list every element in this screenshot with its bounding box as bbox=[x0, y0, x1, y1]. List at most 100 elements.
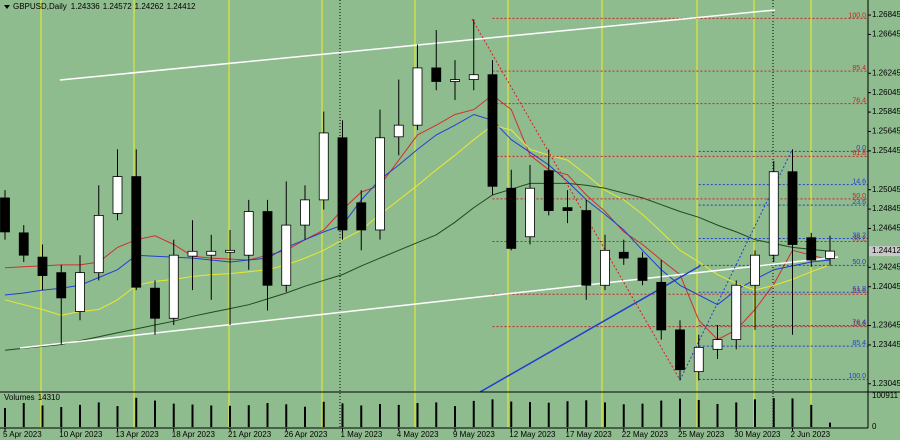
x-tick-label: 5 Apr 2023 bbox=[3, 430, 42, 439]
x-tick-label: 10 Apr 2023 bbox=[59, 430, 103, 439]
x-tick-label: 9 May 2023 bbox=[453, 430, 495, 439]
candle-body bbox=[693, 346, 704, 373]
y-tick-label: 1.23045 bbox=[872, 379, 900, 388]
moving-average bbox=[4, 182, 831, 351]
candle-body bbox=[393, 124, 404, 138]
fib-label: 38.2 bbox=[852, 235, 866, 242]
fib-label: 85.4 bbox=[852, 65, 866, 72]
x-tick-label: 13 Apr 2023 bbox=[116, 430, 160, 439]
candle-body bbox=[712, 339, 723, 350]
y-tick-label: 1.26045 bbox=[872, 88, 900, 97]
candle-body bbox=[131, 176, 142, 288]
fib-label: 50.0 bbox=[852, 259, 866, 266]
fib-label: 61.8 bbox=[852, 286, 866, 293]
fib-anchor bbox=[471, 18, 681, 381]
chart-title: GBPUSD,Daily 1.24336 1.24572 1.24262 1.24412 bbox=[13, 2, 196, 11]
candle-body bbox=[562, 207, 573, 211]
candle-body bbox=[206, 250, 217, 256]
x-tick-label: 26 Apr 2023 bbox=[284, 430, 328, 439]
x-tick-label: 18 Apr 2023 bbox=[172, 430, 216, 439]
candle-body bbox=[262, 211, 273, 286]
y-tick-label: 1.26245 bbox=[872, 68, 900, 77]
close-value: 1.24412 bbox=[167, 2, 196, 11]
candle-body bbox=[450, 79, 460, 82]
x-tick-label: 30 May 2023 bbox=[734, 430, 781, 439]
y-tick-label: 1.24245 bbox=[872, 262, 900, 271]
candle-body bbox=[112, 176, 123, 214]
x-tick-label: 21 Apr 2023 bbox=[228, 430, 272, 439]
candle-body bbox=[168, 254, 179, 319]
candle-body bbox=[300, 199, 310, 226]
current-price: 1.24412 bbox=[872, 246, 900, 255]
candle-body bbox=[56, 272, 67, 299]
candle-body bbox=[806, 237, 817, 261]
x-tick-label: 12 May 2023 bbox=[509, 430, 556, 439]
candle-body bbox=[93, 215, 104, 274]
fib-label: 50.0 bbox=[852, 193, 866, 200]
y-tick-label: 1.26645 bbox=[872, 30, 900, 39]
y-tick-label: 1.23645 bbox=[872, 321, 900, 330]
candle-body bbox=[675, 329, 685, 371]
x-tick-label: 17 May 2023 bbox=[566, 430, 613, 439]
fib-label: 38.2 bbox=[852, 232, 866, 239]
x-tick-label: 2 Jun 2023 bbox=[791, 430, 831, 439]
fib-label: 14.6 bbox=[852, 321, 866, 328]
candle-body bbox=[543, 170, 554, 211]
candle-body bbox=[318, 132, 329, 201]
candle-body bbox=[731, 284, 742, 341]
x-tick-label: 4 May 2023 bbox=[397, 430, 439, 439]
volume-tick-label: 100911 bbox=[872, 391, 899, 400]
candle-body bbox=[337, 137, 348, 231]
candle-body bbox=[431, 67, 442, 82]
candle-body bbox=[187, 250, 198, 257]
candle-body bbox=[825, 250, 835, 259]
candle-body bbox=[0, 197, 10, 233]
moving-average bbox=[4, 94, 831, 341]
y-tick-label: 1.23445 bbox=[872, 340, 900, 349]
fib-label: 23.6 bbox=[852, 199, 866, 206]
frame bbox=[0, 0, 900, 429]
x-tick-label: 22 May 2023 bbox=[622, 430, 669, 439]
candle-body bbox=[506, 187, 517, 249]
candle-body bbox=[618, 251, 629, 259]
candle-body bbox=[750, 254, 760, 286]
candle-body bbox=[787, 171, 798, 245]
candle-body bbox=[225, 249, 235, 253]
fib-label: 100.0 bbox=[848, 373, 866, 380]
trendline bbox=[19, 256, 839, 349]
candle-body bbox=[75, 272, 85, 312]
y-tick-label: 1.25045 bbox=[872, 185, 900, 194]
fib-label: 14.6 bbox=[852, 179, 866, 186]
low-value: 1.24262 bbox=[135, 2, 164, 11]
symbol: GBPUSD,Daily bbox=[13, 2, 67, 11]
candle-body bbox=[18, 232, 29, 256]
candle-body bbox=[600, 249, 610, 286]
fib-label: 0.0 bbox=[856, 145, 866, 152]
price-marker bbox=[869, 246, 900, 257]
x-tick-label: 1 May 2023 bbox=[341, 430, 383, 439]
y-tick-label: 1.25445 bbox=[872, 146, 900, 155]
candle-body bbox=[243, 211, 254, 256]
moving-average bbox=[4, 113, 831, 306]
candle-body bbox=[412, 67, 423, 126]
volume-name: Volumes bbox=[4, 393, 35, 402]
candle-body bbox=[37, 256, 48, 276]
menu-icon[interactable] bbox=[4, 5, 10, 9]
candle-body bbox=[581, 210, 592, 286]
front: 1.26845 1.26645 1.26245 1.26045 1.25845 1.256… bbox=[0, 10, 900, 439]
candle-body bbox=[468, 74, 479, 80]
fib-label: 76.4 bbox=[852, 97, 866, 104]
fib-label: 61.8 bbox=[852, 150, 866, 157]
candle-body bbox=[356, 202, 367, 231]
volume-tick-label: 0 bbox=[872, 422, 877, 431]
y-tick-label: 1.25845 bbox=[872, 107, 900, 116]
fib-label: 23.6 bbox=[852, 288, 866, 295]
moving-average bbox=[4, 124, 831, 316]
volume-label: Volumes 14310 bbox=[4, 393, 60, 402]
candle-body bbox=[281, 224, 292, 286]
candle-body bbox=[656, 281, 667, 331]
candle-body bbox=[768, 171, 779, 256]
fib-label: 100.0 bbox=[848, 12, 866, 19]
